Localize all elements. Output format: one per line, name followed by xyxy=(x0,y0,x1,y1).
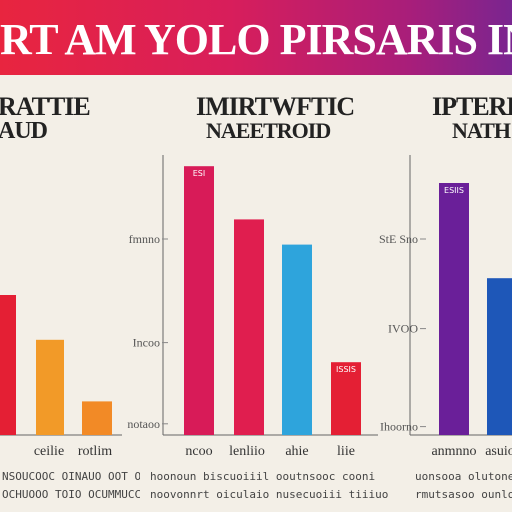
chart-3-data-label: ESIIS xyxy=(444,186,464,195)
chart-1-subtitle: AUD xyxy=(0,118,48,144)
chart-2-category-label: ncoo xyxy=(185,444,212,459)
chart-2-bar xyxy=(234,219,264,435)
chart-2-data-label: ESI xyxy=(193,169,206,178)
chart-1-bar xyxy=(82,401,112,435)
chart-1-bar xyxy=(36,339,64,435)
chart-1-category-label: ceilie xyxy=(34,444,64,459)
chart-2-tick-label: fmnno xyxy=(129,232,160,246)
chart-3-subtitle: NATH xyxy=(452,118,511,143)
chart-2-caption-line-2: noovonnrt oiculaio nusecuoiii tiiiuo xyxy=(150,488,389,501)
chart-1-bar xyxy=(0,295,16,435)
chart-2-tick-label: notaoo xyxy=(127,417,160,431)
chart-2-caption-line-1: hoonoun biscuoiiil ooutnsooc cooni xyxy=(150,470,376,483)
chart-3-bar xyxy=(439,183,469,435)
chart-2-category-label: ahie xyxy=(285,444,308,459)
chart-3-caption-line-1: uonsooa olutone xyxy=(415,470,512,483)
chart-1-category-label: rotlim xyxy=(78,444,112,459)
chart-3-tick-label: StE Sno xyxy=(379,232,418,246)
chart-2-bar xyxy=(184,166,214,435)
chart-3-title: IPTERE xyxy=(432,92,512,121)
chart-3-caption-line-2: rmutsasoo ounloun xyxy=(415,488,512,501)
chart-2-data-label: ISSIS xyxy=(336,365,356,374)
title-banner: RT AM YOLO PIRSARIS INITDRCIC xyxy=(0,0,512,75)
chart-1-caption-line-1: NSOUCOOC OINAUO OOT OCCAO xyxy=(2,470,140,483)
chart-3-tick-label: IVOO xyxy=(388,322,418,336)
chart-3-tick-label: Ihoorno xyxy=(380,420,418,434)
chart-2-subtitle: NAEETROID xyxy=(206,118,331,143)
chart-3-category-label: asuio xyxy=(485,444,512,459)
chart-2-bar xyxy=(282,244,312,435)
chart-3-bar xyxy=(487,278,512,435)
page-title: RT AM YOLO PIRSARIS INITDRCIC xyxy=(0,15,512,64)
chart-2-bar xyxy=(331,362,361,435)
chart-2-tick-label: Incoo xyxy=(133,336,160,350)
chart-2-category-label: lenliio xyxy=(229,444,265,459)
chart-3-category-label: anmnno xyxy=(431,444,476,459)
chart-2-category-label: liie xyxy=(337,444,355,459)
chart-1-caption-line-2: OCHUOOO TOIO OCUMMUCCAC xyxy=(2,488,140,501)
chart-1-title: RATTIE xyxy=(0,92,91,121)
chart-2-title: IMIRTWFTIC xyxy=(196,92,355,121)
